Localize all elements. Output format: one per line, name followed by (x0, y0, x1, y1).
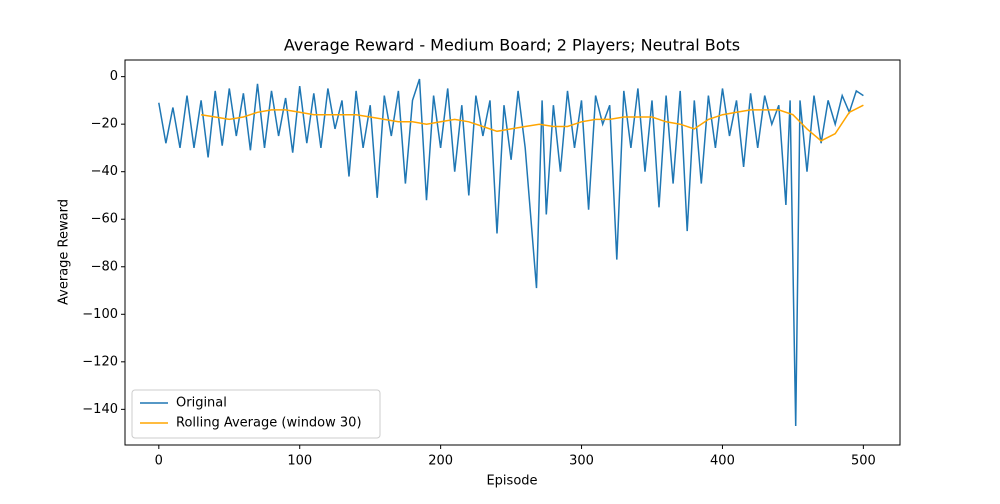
y-tick-label: −40 (91, 164, 118, 179)
x-tick-label: 100 (287, 454, 312, 469)
y-tick-label: −20 (91, 117, 118, 132)
chart-title: Average Reward - Medium Board; 2 Players… (284, 36, 740, 55)
y-tick-label: −140 (82, 402, 118, 417)
series-line (158, 78, 864, 427)
y-tick-label: −120 (82, 354, 118, 369)
x-tick-label: 200 (428, 454, 453, 469)
plot-frame (124, 59, 901, 446)
x-tick-label: 300 (569, 454, 594, 469)
legend-box (131, 389, 381, 439)
legend-label: Rolling Average (window 30) (176, 416, 362, 431)
y-tick-label: 0 (110, 69, 118, 84)
y-tick-label: −80 (91, 259, 118, 274)
legend-label: Original (176, 396, 227, 411)
y-tick-label: −60 (91, 212, 118, 227)
x-tick-label: 500 (851, 454, 876, 469)
x-tick-label: 400 (710, 454, 735, 469)
x-tick-label: 0 (155, 454, 163, 469)
y-tick-label: −100 (82, 307, 118, 322)
series-line (200, 104, 864, 142)
y-axis-label: Average Reward (57, 199, 72, 305)
x-axis-label: Episode (486, 474, 537, 489)
